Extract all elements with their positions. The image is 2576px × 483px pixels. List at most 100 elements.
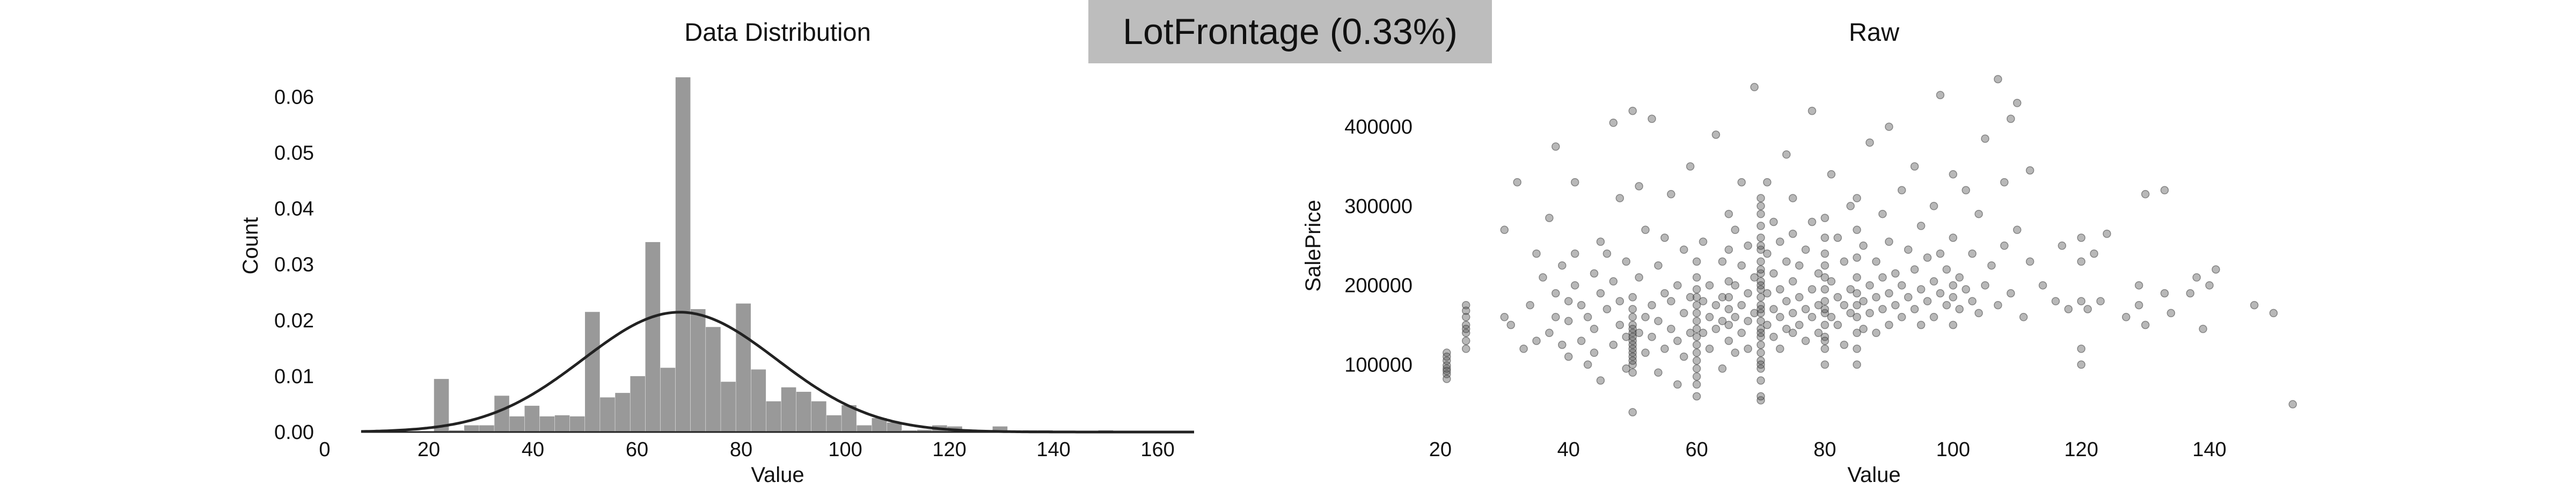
histogram-bar — [615, 393, 630, 432]
scatter-point — [1853, 345, 1861, 353]
scatter-point — [1776, 237, 1784, 246]
scatter-point — [1711, 325, 1721, 333]
scatter-point — [1974, 309, 1983, 318]
scatter-point — [1878, 209, 1887, 218]
scatter-point — [2077, 297, 2085, 305]
scatter-point — [1757, 340, 1765, 349]
scatter-point — [2212, 265, 2220, 274]
histogram-bar — [569, 416, 585, 432]
scatter-point — [1833, 320, 1842, 330]
scatter-point — [1609, 340, 1618, 349]
scatter-point — [1757, 241, 1765, 250]
scatter-point — [1692, 257, 1701, 266]
scatter-point — [2096, 297, 2105, 305]
scatter-point — [1500, 313, 1509, 321]
scatter-point — [1820, 273, 1829, 282]
scatter-point — [1936, 249, 1945, 258]
scatter-point — [1904, 245, 1913, 254]
scatter-point — [1718, 317, 1727, 325]
scatter-point — [1962, 285, 1970, 294]
histogram-y-tick-label: 0.06 — [274, 86, 314, 108]
scatter-y-tick-label: 300000 — [1344, 195, 1413, 218]
scatter-point — [1648, 114, 1656, 123]
scatter-point — [1590, 348, 1599, 357]
histogram-x-ticks: 0 20 40 60 80 100 120 140 160 — [319, 438, 1174, 461]
scatter-point — [1853, 253, 1861, 262]
scatter-point — [1654, 261, 1663, 270]
scatter-point — [1724, 293, 1733, 302]
histogram-bar — [449, 430, 464, 432]
scatter-point — [1904, 293, 1913, 302]
scatter-point — [1596, 289, 1605, 298]
scatter-point — [1750, 309, 1759, 318]
scatter-point — [1872, 257, 1880, 266]
scatter-point — [1718, 293, 1727, 302]
scatter-point — [1757, 360, 1765, 369]
scatter-point — [1596, 237, 1605, 246]
scatter-point — [2064, 305, 2073, 313]
histogram-bars — [434, 77, 1159, 433]
scatter-point — [1699, 297, 1708, 305]
scatter-point — [1814, 269, 1823, 278]
scatter-point — [1500, 225, 1509, 235]
scatter-point — [1545, 328, 1554, 338]
scatter-point — [1833, 293, 1842, 302]
scatter-point — [1461, 325, 1470, 333]
scatter-point — [1648, 332, 1656, 341]
scatter-point — [1923, 297, 1932, 305]
scatter-point — [1840, 340, 1849, 349]
scatter-point — [1737, 261, 1746, 270]
scatter-point — [1641, 225, 1650, 235]
scatter-point — [1833, 233, 1842, 242]
scatter-point — [1827, 170, 1836, 179]
scatter-point — [1757, 328, 1765, 338]
scatter-point — [1564, 352, 1573, 361]
histogram-bar — [781, 387, 796, 432]
scatter-point — [1974, 209, 1983, 218]
scatter-point — [1628, 368, 1637, 377]
scatter-point — [1679, 352, 1688, 361]
histogram-bar — [811, 401, 826, 432]
scatter-point — [1853, 313, 1861, 321]
scatter-point — [1686, 162, 1695, 171]
scatter-point — [1801, 305, 1810, 313]
scatter-point — [1699, 328, 1708, 338]
scatter-point — [2083, 305, 2092, 313]
scatter-point — [1692, 364, 1701, 373]
scatter-point — [1699, 237, 1708, 246]
scatter-point — [1769, 332, 1778, 341]
scatter-point — [1692, 301, 1701, 310]
scatter-point — [1628, 325, 1637, 333]
scatter-point — [2160, 186, 2169, 195]
scatter-point — [1846, 285, 1855, 294]
histogram-bar — [796, 392, 811, 432]
scatter-point — [1757, 194, 1765, 202]
scatter-point — [1827, 277, 1836, 286]
scatter-point — [1788, 194, 1797, 202]
scatter-point — [1814, 328, 1823, 338]
scatter-point — [1602, 249, 1612, 258]
scatter-point — [2103, 229, 2111, 238]
scatter-point — [1757, 305, 1765, 313]
scatter-point — [1718, 364, 1727, 373]
scatter-point — [2134, 301, 2143, 310]
scatter-point — [1820, 320, 1829, 330]
scatter-point — [2025, 257, 2035, 266]
scatter-point — [2199, 325, 2207, 333]
scatter-point — [2007, 289, 2015, 298]
scatter-point — [1635, 273, 1643, 282]
scatter-point — [1820, 305, 1829, 313]
scatter-point — [1782, 325, 1791, 333]
scatter-point — [1757, 222, 1765, 230]
scatter-point — [1968, 297, 1977, 305]
scatter-point — [1987, 261, 1996, 270]
scatter-point — [1654, 317, 1663, 325]
scatter-point — [1763, 249, 1772, 258]
scatter-point — [1885, 237, 1893, 246]
histogram-bar — [736, 303, 751, 432]
scatter-point — [1872, 293, 1880, 302]
scatter-point — [1628, 305, 1637, 313]
scatter-point — [1731, 225, 1739, 235]
scatter-point — [1757, 265, 1765, 274]
scatter-point — [1776, 285, 1784, 294]
